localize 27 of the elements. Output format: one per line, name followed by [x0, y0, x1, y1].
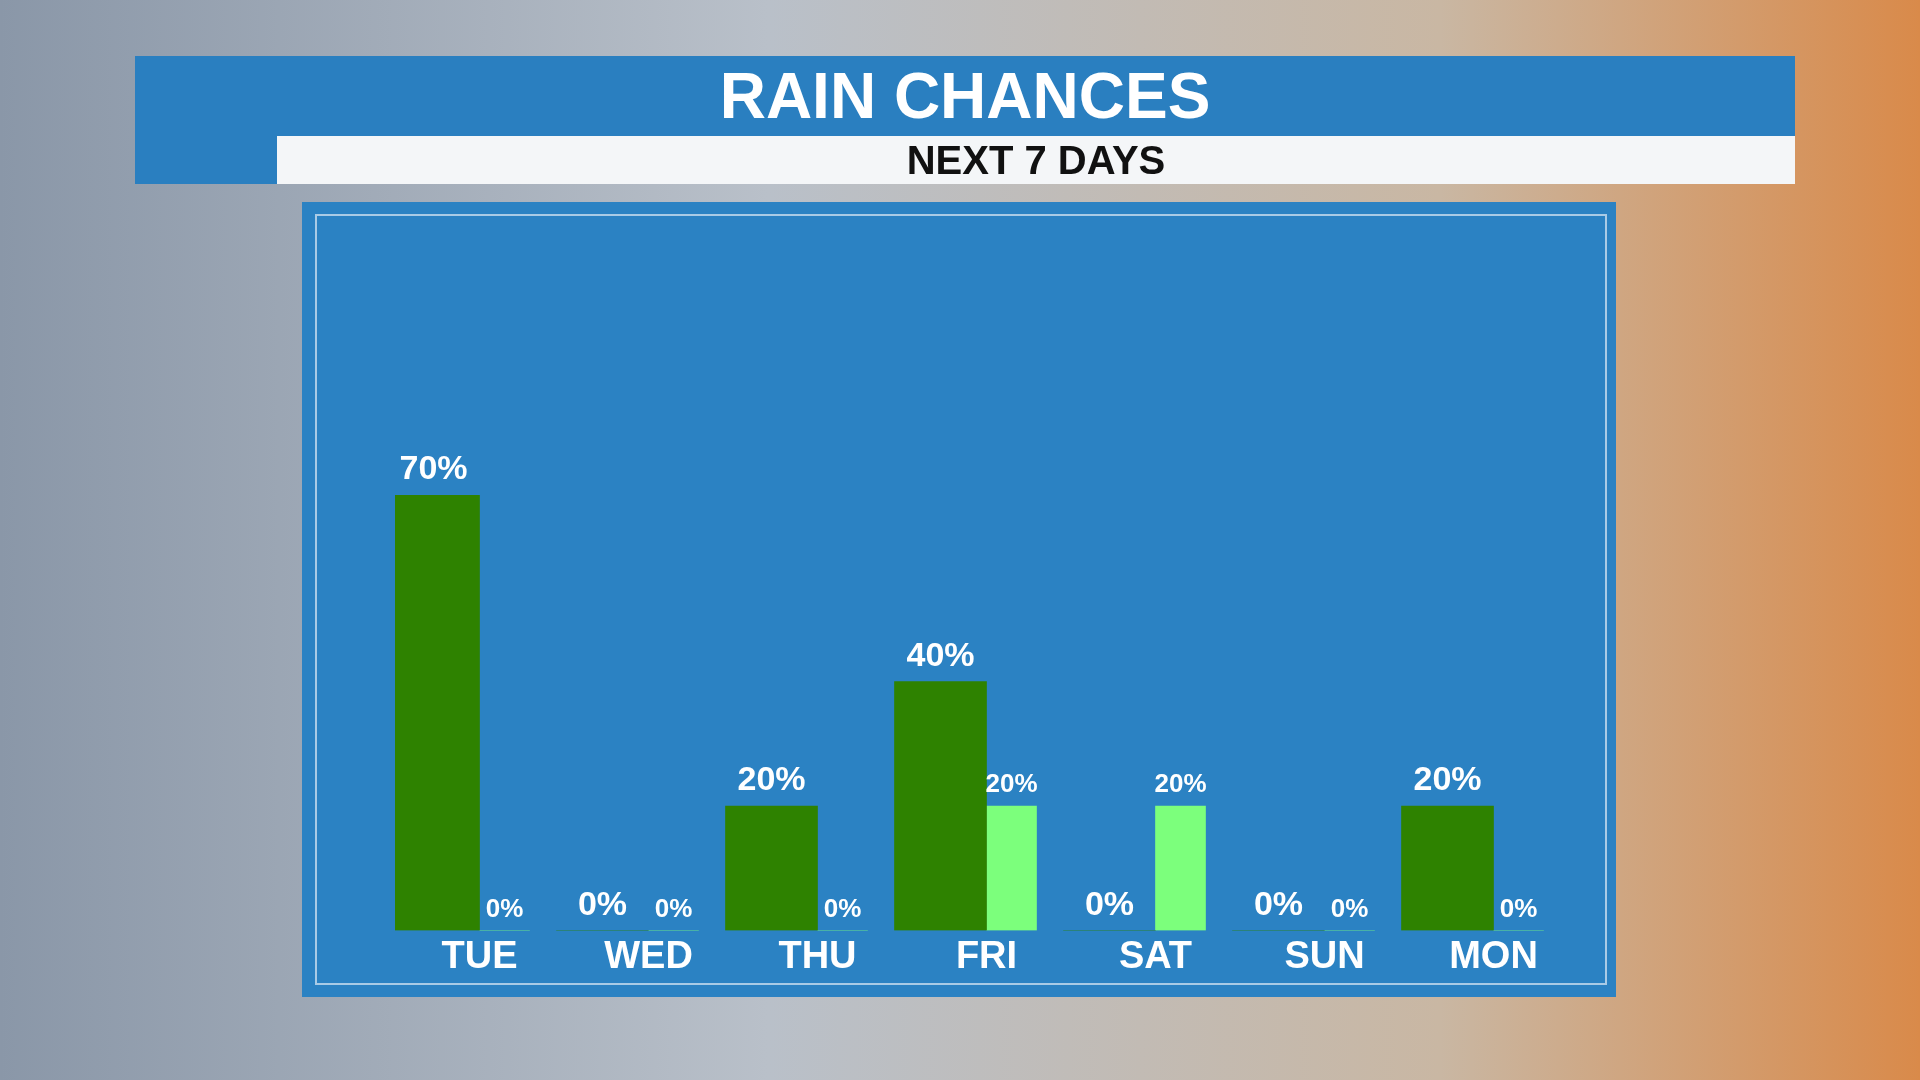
data-label: 0%: [485, 892, 524, 923]
bar: [986, 805, 1037, 931]
bar: [1401, 805, 1494, 931]
data-label: 20%: [1154, 768, 1207, 799]
data-label: 0%: [1330, 892, 1369, 923]
data-label: 0%: [654, 892, 693, 923]
data-label: 0%: [1084, 883, 1135, 922]
x-tick-label: SAT: [1118, 933, 1193, 976]
data-label: 0%: [1499, 892, 1538, 923]
x-tick-label: WED: [604, 933, 693, 976]
data-label: 20%: [737, 759, 806, 798]
x-tick-label: SUN: [1284, 933, 1365, 976]
data-label: 0%: [1253, 883, 1304, 922]
data-label: 20%: [1413, 759, 1482, 798]
x-tick-label: TUE: [441, 933, 518, 976]
x-tick-label: FRI: [955, 933, 1018, 976]
bar: [725, 805, 818, 931]
data-label: 70%: [399, 448, 468, 487]
bar: [894, 681, 987, 931]
x-tick-label: MON: [1449, 933, 1538, 976]
data-label: 0%: [577, 883, 628, 922]
data-label: 0%: [823, 892, 862, 923]
x-tick-label: THU: [778, 933, 857, 976]
bar: [1155, 805, 1206, 931]
data-label: 40%: [906, 634, 975, 673]
chart-subtitle: NEXT 7 DAYS: [277, 138, 1795, 182]
chart-title: RAIN CHANCES: [718, 60, 1212, 132]
